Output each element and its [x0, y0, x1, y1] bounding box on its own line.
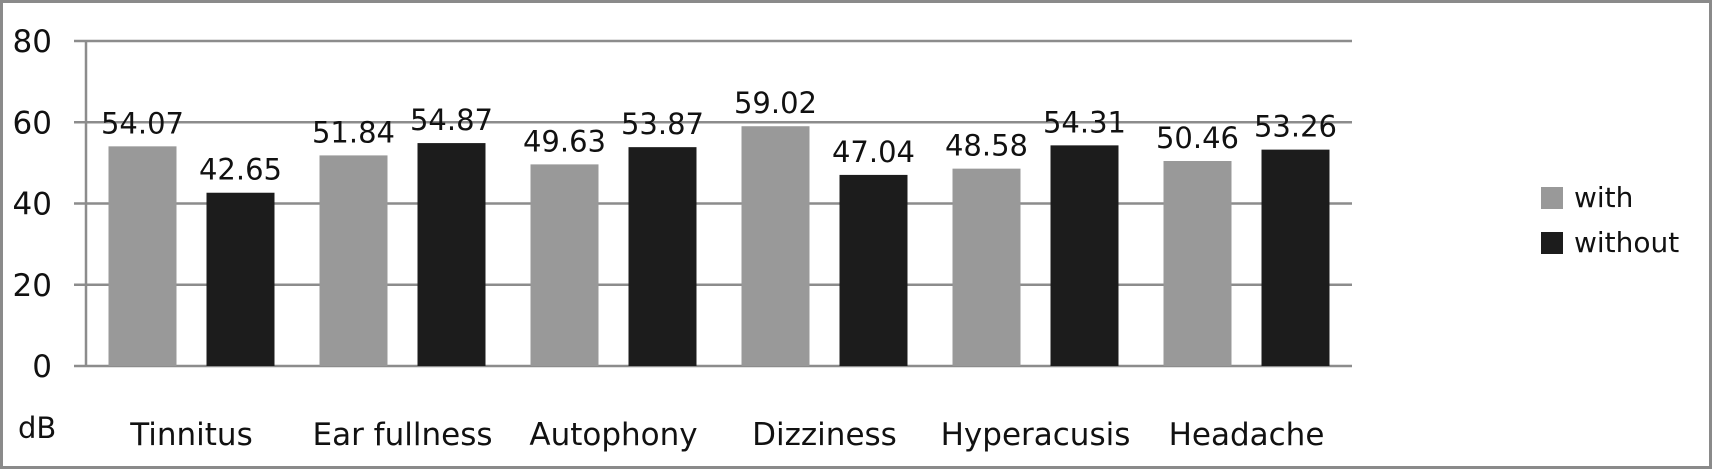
data-label: 49.63 — [523, 124, 606, 158]
bar-without — [839, 174, 908, 366]
y-tick-label: 60 — [13, 105, 52, 141]
data-label: 51.84 — [312, 115, 395, 149]
category-label: Dizziness — [752, 417, 897, 453]
y-axis-unit-label: dB — [18, 411, 56, 445]
data-label: 42.65 — [199, 153, 282, 187]
data-label: 54.87 — [410, 103, 493, 137]
legend-label: without — [1574, 226, 1679, 259]
category-label: Tinnitus — [129, 417, 252, 453]
bar-without — [417, 143, 486, 366]
legend-swatch-without — [1541, 232, 1563, 254]
data-label: 53.87 — [621, 107, 704, 141]
bar-with — [319, 155, 388, 366]
y-tick-label: 40 — [13, 187, 52, 223]
data-labels: 54.07 42.65 51.84 54.87 49.63 53.87 59.02 47.04… — [101, 86, 1337, 187]
bar-with — [108, 146, 177, 366]
data-label: 54.31 — [1043, 105, 1126, 139]
grid-lines — [74, 39, 1352, 368]
legend-label: with — [1574, 181, 1633, 214]
legend: with without — [1541, 181, 1679, 259]
category-label: Hyperacusis — [941, 417, 1131, 453]
bar-without — [1261, 149, 1330, 366]
y-tick-label: 20 — [13, 268, 52, 304]
bar-with — [530, 164, 599, 366]
y-axis-ticks: 0 20 40 60 80 — [13, 24, 52, 385]
data-label: 48.58 — [945, 129, 1028, 163]
category-label: Ear fullness — [313, 417, 493, 453]
bar-with — [741, 126, 810, 366]
bar-without — [628, 147, 697, 366]
legend-swatch-with — [1541, 187, 1563, 209]
bar-without — [1050, 145, 1119, 366]
data-label: 54.07 — [101, 106, 184, 140]
y-tick-label: 80 — [13, 24, 52, 60]
data-label: 59.02 — [734, 86, 817, 120]
category-label: Headache — [1169, 417, 1325, 453]
bar-with — [1163, 161, 1232, 366]
x-axis-categories: Tinnitus Ear fullness Autophony Dizziness Hy… — [129, 417, 1324, 453]
category-label: Autophony — [529, 417, 697, 453]
data-label: 50.46 — [1156, 121, 1239, 155]
bar-without — [206, 192, 275, 366]
data-label: 47.04 — [832, 135, 915, 169]
y-tick-label: 0 — [32, 349, 52, 385]
data-label: 53.26 — [1254, 110, 1337, 144]
bars — [108, 126, 1330, 366]
bar-with — [952, 168, 1021, 366]
